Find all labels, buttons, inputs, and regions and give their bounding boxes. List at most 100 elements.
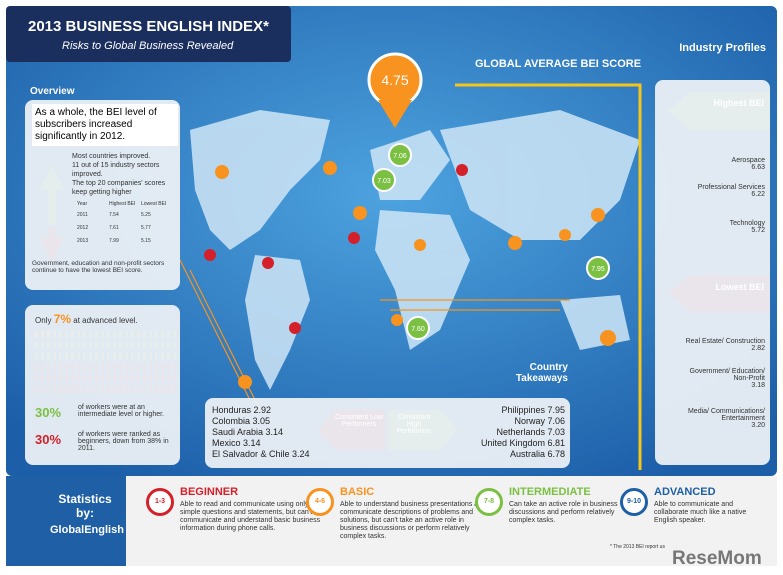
pin-label: 7.03 [377,178,391,185]
level-name: BASIC [340,486,375,498]
point: The top 20 companies' scores keep gettin… [72,180,166,196]
pct: 7% [53,312,72,326]
bottom-strip [6,476,777,566]
overview-points: Most countries improved. 11 out of 15 ind… [72,152,172,197]
pin-label: 7.06 [393,153,407,160]
country: Australia 6.78 [509,449,565,459]
cell: 5.77 [141,224,151,231]
score: 5.72 [751,227,765,234]
country: Philippines 7.95 [501,405,565,415]
watermark: ReseMom [672,548,762,569]
th: Highest BEI [109,201,136,207]
level-name: BEGINNER [180,486,239,498]
connector-lines [179,259,570,411]
level-badge: 9-10 [620,488,648,516]
cell: 2011 [77,211,88,218]
pin-label: 7.60 [411,326,425,333]
pct: 30% [35,432,62,447]
subtitle: Risks to Global Business Revealed [62,40,234,52]
stat-text: of workers were at an intermediate level… [78,404,164,418]
level: BASIC Able to understand business present… [340,486,490,541]
advanced-line: Only 7% at advanced level. [35,312,138,326]
industry-panel [655,80,770,465]
cell: 7.54 [109,211,119,218]
th: Year [77,201,88,207]
pct: 30% [35,405,62,420]
continents [190,110,640,390]
global-pin-tip [378,100,412,128]
name: Aerospace [731,157,765,164]
country: Mexico 3.14 [212,438,261,448]
stat-text: of workers were ranked as beginners, dow… [78,431,169,452]
industry-title: Industry Profiles [679,42,766,54]
connector [455,83,642,470]
cell: 5.15 [141,237,151,244]
score: 2.82 [751,345,765,352]
score: 3.18 [751,382,765,389]
overview-table: Year Highest BEI Lowest BEI 2011 7.54 5.25 2… [76,200,172,247]
cell: 2013 [77,237,89,244]
country: Colombia 3.05 [212,416,271,426]
cell: 7.61 [109,224,119,231]
th: Lowest BEI [141,201,167,207]
level: INTERMEDIATE Can take an active role in b… [509,486,619,525]
level-name: ADVANCED [654,486,716,498]
overview-title: Overview [30,86,75,97]
point: Most countries improved. [72,153,151,160]
name: Technology [729,220,765,227]
high-list: Philippines 7.95 Norway 7.06 Netherlands 7… [470,405,565,460]
highest-label: Highest BEI [713,98,764,108]
countries-panel [205,398,570,468]
industry-item: Aerospace 6.63 [685,157,765,171]
name: Media/ Communications/ Entertainment [687,408,765,422]
lowest-label: Lowest BEI [715,282,764,292]
cell: 5.25 [141,211,151,218]
pin-label: 7.95 [591,266,605,273]
country: El Salvador & Chile 3.24 [212,449,310,459]
stats-by-bg [6,476,126,566]
level-desc: Able to communicate and collaborate much… [654,500,747,524]
point: 11 out of 15 industry sectors improved. [72,162,160,178]
cell: 7.99 [109,237,119,244]
global-label: GLOBAL AVERAGE BEI SCORE [475,58,642,70]
text: at advanced level. [73,316,138,325]
title-banner [6,6,291,62]
score: 6.63 [751,164,765,171]
high-label: Consistent High Performers [396,414,432,435]
industry-item: Government/ Education/ Non-Profit 3.18 [685,368,766,389]
title: 2013 BUSINESS ENGLISH INDEX* [28,18,269,35]
level-badge: 1-3 [146,488,174,516]
country: Netherlands 7.03 [496,427,565,437]
low-list: Honduras 2.92 Colombia 3.05 Saudi Arabia 3… [212,405,310,460]
level-name: INTERMEDIATE [509,486,591,498]
stats-by: Statistics by: [58,492,112,520]
global-score: 4.75 [381,72,409,88]
stats-panel [25,305,180,465]
footnote: * The 2013 BEI report us [610,544,665,550]
level-desc: Able to read and communicate using only … [180,500,321,532]
country: United Kingdom 6.81 [480,438,565,448]
industry-item: Media/ Communications/ Entertainment 3.20 [685,408,765,429]
country: Norway 7.06 [514,416,565,426]
score: 3.20 [751,422,765,429]
cell: 2012 [77,224,89,231]
level-desc: Able to understand business presentation… [340,500,486,540]
level: ADVANCED Able to communicate and collabor… [654,486,764,525]
score: 6.22 [751,191,765,198]
name: Real Estate/ Construction [685,338,765,345]
prefix: Only [35,316,52,325]
overview-footer: Government, education and non-profit sec… [32,260,165,274]
name: Professional Services [697,184,765,191]
level-badge: 4-6 [306,488,334,516]
industry-item: Real Estate/ Construction 2.82 [685,338,765,352]
level-desc: Can take an active role in business disc… [509,500,618,524]
pins [204,161,616,389]
overview-headline: As a whole, the BEI level of subscribers… [32,104,178,146]
country: Honduras 2.92 [212,405,272,415]
level-badge: 7-8 [475,488,503,516]
low-label: Consistent Low Performers [335,414,383,428]
name: Government/ Education/ Non-Profit [689,368,766,382]
industry-item: Professional Services 6.22 [685,184,765,198]
